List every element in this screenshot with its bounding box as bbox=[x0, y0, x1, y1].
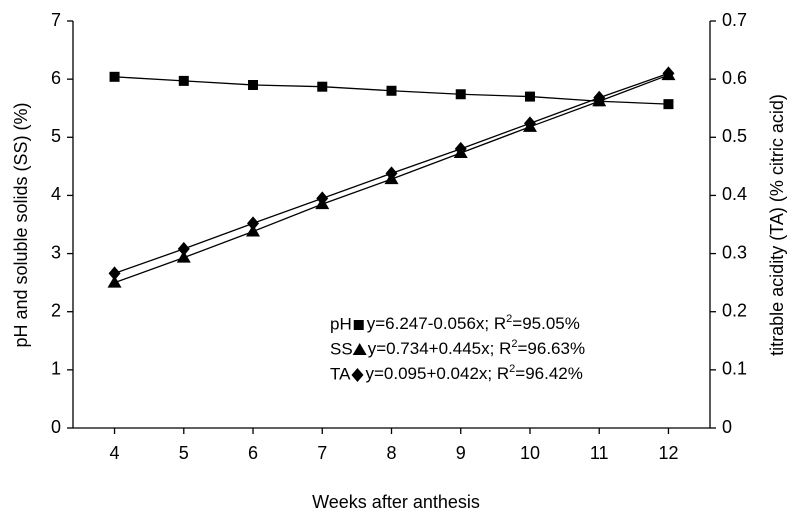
equation-end: =96.42% bbox=[515, 364, 583, 383]
annotation-marker bbox=[351, 368, 364, 382]
y-tick-label: 1 bbox=[51, 359, 61, 379]
annotation-equation: y=0.734+0.445x; R2=96.63% bbox=[368, 338, 585, 359]
y-tick-label: 6 bbox=[51, 68, 61, 88]
y2-tick-label: 0.5 bbox=[722, 126, 747, 146]
marker bbox=[663, 99, 674, 110]
marker bbox=[385, 166, 398, 181]
y-tick-label: 3 bbox=[51, 242, 61, 262]
marker bbox=[176, 250, 191, 263]
marker bbox=[316, 191, 329, 206]
x-tick-label: 7 bbox=[317, 443, 327, 463]
x-tick-label: 8 bbox=[386, 443, 396, 463]
marker bbox=[455, 89, 466, 100]
y2-tick-label: 0.7 bbox=[722, 10, 747, 30]
y2-tick-label: 0.6 bbox=[722, 68, 747, 88]
y2-tick-label: 0.2 bbox=[722, 300, 747, 320]
x-tick-label: 9 bbox=[456, 443, 466, 463]
equation-sup: 2 bbox=[509, 363, 515, 375]
x-tick-label: 5 bbox=[179, 443, 189, 463]
y2-axis-label: titrable acidity (TA) (% citric acid) bbox=[767, 94, 787, 356]
equation-sup: 2 bbox=[511, 338, 517, 350]
x-tick-label: 4 bbox=[110, 443, 120, 463]
y-tick-label: 5 bbox=[51, 126, 61, 146]
x-tick-label: 12 bbox=[658, 443, 678, 463]
y-tick-label: 2 bbox=[51, 300, 61, 320]
marker bbox=[454, 141, 467, 156]
marker bbox=[386, 85, 397, 96]
y-tick-label: 4 bbox=[51, 184, 61, 204]
annotation-series-name: pH bbox=[330, 314, 352, 333]
equation: y=0.095+0.042x; R bbox=[365, 364, 509, 383]
marker bbox=[109, 71, 120, 82]
x-tick-label: 6 bbox=[248, 443, 258, 463]
marker bbox=[524, 91, 535, 102]
equation: y=0.734+0.445x; R bbox=[368, 339, 512, 358]
x-tick-label: 10 bbox=[520, 443, 540, 463]
y2-tick-label: 0.4 bbox=[722, 184, 747, 204]
y-tick-label: 0 bbox=[51, 417, 61, 437]
y2-tick-label: 0 bbox=[722, 417, 732, 437]
marker bbox=[317, 81, 328, 92]
annotation-series-name: SS bbox=[330, 339, 353, 358]
marker bbox=[523, 116, 536, 131]
equation: y=6.247-0.056x; R bbox=[367, 314, 506, 333]
marker bbox=[107, 275, 122, 288]
y-tick-label: 7 bbox=[51, 10, 61, 30]
annotation-marker bbox=[353, 320, 364, 330]
marker bbox=[178, 75, 189, 86]
marker bbox=[246, 224, 261, 237]
equation-sup: 2 bbox=[506, 313, 512, 325]
y-axis-label: pH and soluble solids (SS) (%) bbox=[11, 102, 31, 347]
x-tick-label: 11 bbox=[590, 443, 609, 463]
annotation-marker bbox=[352, 343, 367, 355]
equation-end: =96.63% bbox=[517, 339, 585, 358]
marker bbox=[593, 90, 606, 105]
marker bbox=[108, 266, 121, 281]
y2-tick-label: 0.3 bbox=[722, 242, 747, 262]
annotation-series-name: TA bbox=[330, 364, 351, 383]
marker bbox=[177, 241, 190, 256]
annotation-equation: y=6.247-0.056x; R2=95.05% bbox=[367, 313, 580, 334]
marker bbox=[248, 79, 259, 90]
equation-end: =95.05% bbox=[512, 314, 580, 333]
marker bbox=[662, 66, 675, 81]
marker bbox=[247, 216, 260, 231]
annotation-equation: y=0.095+0.042x; R2=96.42% bbox=[365, 363, 582, 384]
y2-tick-label: 0.1 bbox=[722, 359, 747, 379]
x-axis-label: Weeks after anthesis bbox=[312, 492, 480, 512]
